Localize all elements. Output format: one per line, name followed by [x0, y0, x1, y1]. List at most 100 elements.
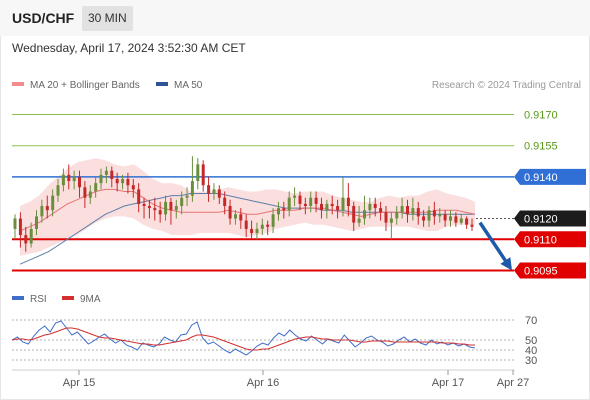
candle-body — [373, 203, 377, 209]
level-label-pivot: 0.9140 — [524, 172, 558, 184]
candle-body — [320, 203, 323, 211]
legend-bollinger-label: MA 20 + Bollinger Bands — [30, 80, 140, 91]
chart-datetime: Wednesday, April 17, 2024 3:52:30 AM CET — [12, 41, 246, 55]
candle-body — [384, 212, 388, 223]
candle-body — [174, 206, 178, 211]
candle-body — [389, 218, 393, 223]
candle-body — [104, 170, 108, 175]
candle-body — [406, 206, 409, 215]
level-label-box — [514, 262, 586, 279]
candle-body — [29, 228, 33, 244]
candle-body — [459, 218, 463, 223]
candle-body — [190, 181, 194, 196]
candle-body — [13, 218, 17, 229]
symbol-title: USD/CHF — [12, 10, 75, 26]
time-tick-label: Apr 15 — [63, 377, 95, 389]
candle-body — [341, 197, 345, 211]
candle-body — [35, 216, 38, 229]
candle-body — [260, 224, 264, 229]
level-label-support: 0.9110 — [524, 234, 557, 246]
candle-body — [443, 214, 447, 221]
candle-body — [277, 208, 280, 215]
candle-body — [395, 212, 399, 219]
rsi-ma-swatch — [62, 296, 74, 301]
candle-body — [432, 210, 436, 217]
candle-body — [234, 214, 237, 219]
candle-body — [325, 203, 329, 211]
candle-body — [201, 164, 205, 186]
candle-body — [346, 197, 350, 206]
candle-body — [368, 203, 372, 211]
time-tick-label: Apr 27 — [497, 377, 529, 389]
candle-body — [427, 210, 431, 221]
candle-body — [78, 176, 81, 188]
candle-body — [207, 185, 211, 194]
candle-body — [400, 206, 404, 213]
rsi-swatch — [12, 296, 24, 301]
candle-body — [158, 210, 162, 215]
candle-body — [142, 203, 146, 206]
rsi-ma-line — [11, 327, 475, 351]
candle-body — [379, 208, 383, 213]
candle-body — [244, 220, 248, 229]
candle-body — [61, 174, 65, 186]
candle-body — [239, 214, 243, 221]
time-tick-label: Apr 16 — [247, 377, 279, 389]
candle-body — [352, 206, 356, 223]
bollinger-swatch — [12, 82, 24, 87]
candle-body — [411, 208, 415, 215]
candle-body — [185, 195, 189, 198]
level-label-support: 0.9095 — [524, 265, 558, 277]
level-label-target: 0.9170 — [524, 110, 558, 122]
candle-body — [196, 164, 200, 181]
candle-body — [228, 206, 232, 219]
level-label-box — [514, 168, 586, 185]
candle-body — [363, 210, 366, 219]
candle-body — [217, 189, 221, 198]
candle-body — [449, 216, 452, 221]
forecast-arrow-head — [500, 257, 512, 271]
chart-header: USD/CHF 30 MIN — [0, 0, 590, 36]
candle-body — [293, 195, 297, 198]
candle-body — [438, 214, 442, 217]
candle-body — [454, 216, 458, 223]
timeframe-button[interactable]: 30 MIN — [82, 6, 133, 31]
candle-body — [110, 170, 114, 179]
candle-body — [250, 228, 254, 234]
legend-rsi-label: RSI — [30, 294, 47, 305]
candle-body — [164, 201, 168, 215]
candle-body — [309, 197, 313, 206]
candle-body — [470, 224, 474, 227]
ma50-swatch — [156, 82, 168, 87]
time-tick-label: Apr 17 — [432, 377, 464, 389]
candle-body — [131, 185, 135, 190]
candle-body — [180, 197, 184, 206]
candle-body — [298, 195, 302, 204]
research-credit: Research © 2024 Trading Central — [431, 80, 581, 91]
candle-body — [83, 187, 87, 198]
legend-ma50: MA 50 — [156, 80, 202, 91]
legend-ma50-label: MA 50 — [174, 80, 203, 91]
candle-body — [40, 206, 44, 217]
candle-body — [126, 179, 130, 186]
legend-rsi-ma: 9MA — [62, 294, 101, 305]
candle-body — [422, 216, 426, 221]
candle-body — [287, 197, 291, 211]
candle-body — [45, 206, 49, 211]
candle-body — [271, 214, 275, 227]
candle-body — [465, 218, 469, 225]
candle-body — [18, 218, 22, 236]
candle-body — [51, 195, 55, 211]
candle-body — [94, 183, 98, 192]
candle-body — [169, 201, 173, 211]
candle-body — [153, 208, 157, 211]
candle-body — [416, 208, 420, 217]
candle-body — [99, 174, 103, 184]
forecast-arrow — [478, 221, 510, 265]
candle-body — [115, 179, 119, 184]
candle-body — [24, 235, 28, 244]
candle-body — [223, 197, 227, 206]
level-label-target: 0.9155 — [524, 141, 558, 153]
legend-rsi-ma-label: 9MA — [80, 294, 101, 305]
